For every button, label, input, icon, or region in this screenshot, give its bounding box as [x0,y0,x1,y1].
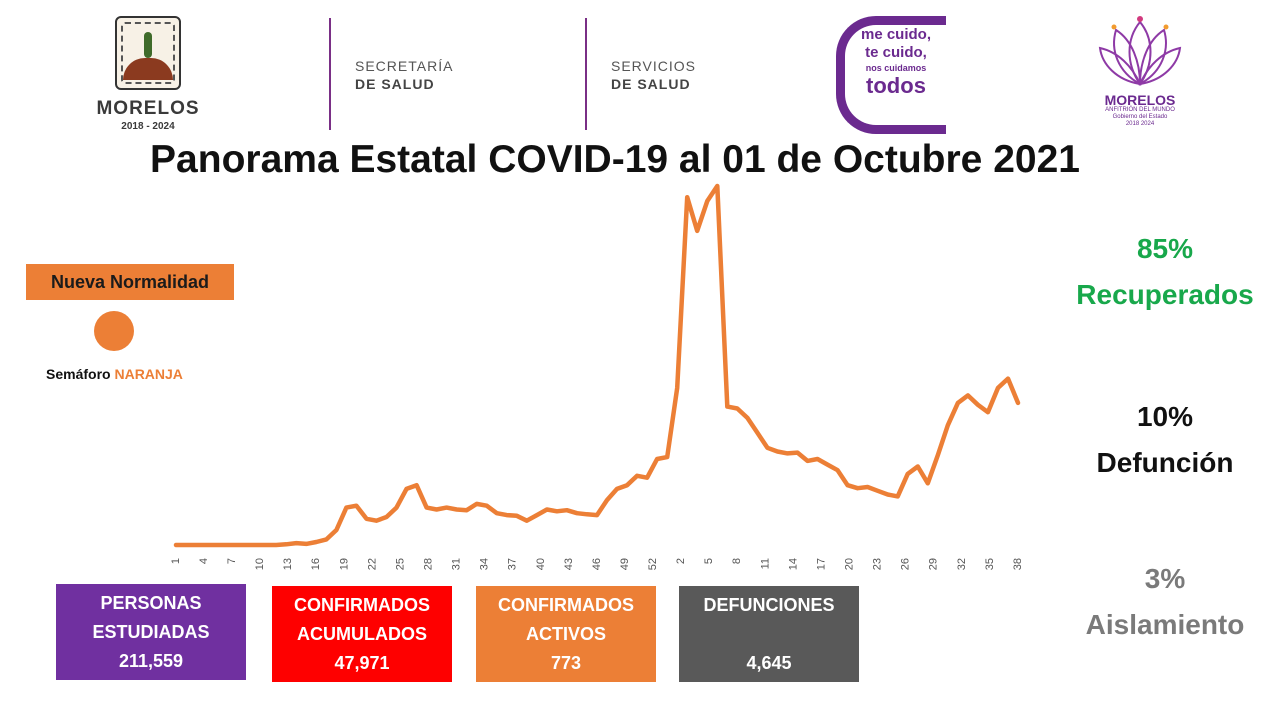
x-tick-label: 28 [423,558,435,570]
aislamiento-label: Aislamiento [1085,609,1245,640]
x-tick-label: 11 [759,558,771,569]
x-tick-label: 22 [366,558,378,570]
personas-estudiadas-box: PERSONAS ESTUDIADAS 211,559 [56,584,246,680]
x-tick-label: 29 [928,558,940,570]
x-tick-label: 16 [310,558,322,570]
semaforo-color-word: NARANJA [114,366,183,382]
slogan-badge: me cuido, te cuido, nos cuidamos todos [846,26,946,98]
agency2-line1: SERVICIOS [611,58,696,74]
x-tick-label: 23 [872,558,884,570]
x-tick-label: 4 [198,558,210,564]
recuperados-label: Recuperados [1076,279,1254,310]
agency2-line2: DE SALUD [611,76,691,92]
aislamiento-stat: 3% Aislamiento [1060,556,1270,648]
morelos-logo-years: 2018 - 2024 [121,121,175,132]
slogan-line4: todos [866,73,926,98]
slogan-badge-frame [836,16,946,134]
activos-line2: ACTIVOS [525,624,606,644]
morelos-anfitrion-logo: MORELOS ANFITRIÓN DEL MUNDO Gobierno del… [1088,14,1192,128]
secretaria-salud-logo: SECRETARÍA DE SALUD [355,57,453,93]
x-tick-label: 31 [451,558,463,570]
lotus-icon [1098,16,1182,86]
semaforo-label: Semáforo [46,366,111,382]
agency1-line2: DE SALUD [355,76,435,92]
x-tick-label: 8 [731,558,743,564]
logo2-sub3: 2018 2024 [1125,121,1155,127]
morelos-seal-icon [115,16,181,90]
morelos-logo-name: MORELOS [96,98,200,119]
header-divider [585,18,587,130]
activos-value: 773 [550,653,582,673]
confirmados-activos-box: CONFIRMADOS ACTIVOS 773 [476,586,656,682]
x-tick-label: 25 [394,558,406,570]
x-tick-label: 35 [984,558,996,570]
x-tick-label: 17 [815,558,827,570]
x-tick-label: 49 [619,558,631,570]
acumulados-value: 47,971 [334,653,390,673]
x-tick-label: 2 [675,558,687,564]
defuncion-pct: 10% [1136,401,1194,432]
x-tick-label: 20 [844,558,856,570]
x-tick-label: 19 [338,558,350,570]
x-tick-label: 40 [535,558,547,570]
estudiadas-line2: ESTUDIADAS [92,622,210,642]
recuperados-stat: 85% Recuperados [1060,226,1270,318]
logo2-name: MORELOS [1104,92,1176,108]
defuncion-stat: 10% Defunción [1060,394,1270,486]
x-tick-label: 52 [647,558,659,570]
aislamiento-pct: 3% [1144,563,1186,594]
semaforo-status: Semáforo NARANJA [46,366,183,382]
slogan-line2: te cuido, [865,44,927,61]
morelos-logo: MORELOS 2018 - 2024 [92,14,204,136]
cases-series-line [173,183,1021,548]
x-tick-label: 46 [591,558,603,570]
confirmados-acumulados-box: CONFIRMADOS ACUMULADOS 47,971 [272,586,452,682]
acumulados-line1: CONFIRMADOS [294,595,430,615]
estudiadas-value: 211,559 [118,651,184,671]
x-tick-label: 5 [703,558,715,564]
logo2-sub2: Gobierno del Estado [1112,114,1168,120]
x-tick-label: 32 [956,558,968,570]
activos-line1: CONFIRMADOS [498,595,634,615]
semaforo-light-icon [94,311,134,351]
logo2-sub1: ANFITRIÓN DEL MUNDO [1105,107,1175,113]
x-tick-label: 1 [170,558,182,564]
page-title: Panorama Estatal COVID-19 al 01 de Octub… [150,138,1080,181]
agency1-line1: SECRETARÍA [355,58,454,74]
x-tick-label: 38 [1012,558,1024,570]
estudiadas-line1: PERSONAS [100,593,202,613]
x-tick-label: 26 [900,558,912,570]
x-tick-label: 14 [787,558,799,570]
defuncion-label: Defunción [1096,447,1234,478]
defunciones-box: DEFUNCIONES 4,645 [679,586,859,682]
x-tick-label: 7 [226,558,238,564]
x-tick-label: 37 [507,558,519,570]
header-divider [329,18,331,130]
defunciones-value: 4,645 [746,653,792,673]
servicios-salud-logo: SERVICIOS DE SALUD [611,57,696,93]
acumulados-line2: ACUMULADOS [297,624,427,644]
recuperados-pct: 85% [1136,233,1194,264]
x-tick-label: 43 [563,558,575,570]
x-tick-label: 10 [254,558,266,570]
slogan-line1: me cuido, [860,26,931,43]
slogan-line3: nos cuidamos [865,63,927,73]
x-tick-label: 13 [282,558,294,570]
nueva-normalidad-badge: Nueva Normalidad [26,264,234,300]
x-tick-label: 34 [479,558,491,570]
defunciones-line1: DEFUNCIONES [703,595,835,615]
covid-cases-line-chart: 1 4 7 10 13 16 19 22 25 28 31 34 37 40 43 46 49 52 2 5 8 11 14… [170,183,1024,570]
